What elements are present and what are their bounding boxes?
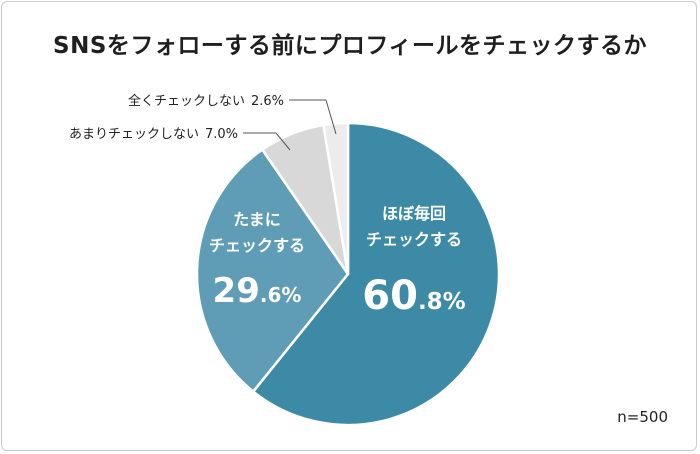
pie-slice-sometimes (195, 147, 350, 394)
sample-size: n=500 (617, 408, 668, 426)
slice-value-every: 60.8% (362, 273, 465, 319)
pie-slice-never (322, 121, 350, 275)
pie-slice-every (251, 121, 501, 427)
callout-line-never-diag (325, 99, 337, 135)
slice-label-sometimes-line2: チェックする (209, 236, 305, 255)
slice-label-every-line2: チェックする (366, 230, 462, 249)
slice-label-sometimes-line1: たまに (233, 210, 281, 229)
slice-label-every-line1: ほぼ毎回 (382, 204, 446, 223)
chart-title: SNSをフォローする前にプロフィールをチェックするか (53, 33, 647, 59)
callout-label-never: 全くチェックしない 2.6% (128, 93, 284, 109)
slice-value-sometimes: 29.6% (213, 271, 302, 311)
callout-label-rarely: あまりチェックしない 7.0% (69, 127, 238, 142)
callout-line-rarely-diag (275, 132, 291, 151)
